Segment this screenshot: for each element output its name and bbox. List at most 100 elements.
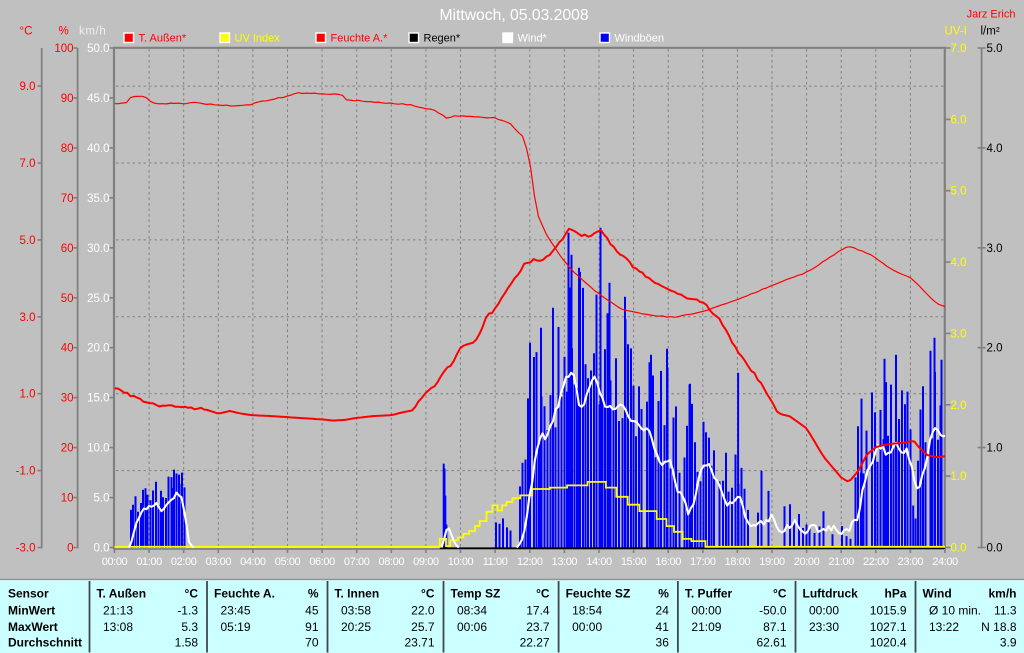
svg-text:14:00: 14:00 bbox=[586, 556, 612, 568]
svg-text:21:09: 21:09 bbox=[691, 620, 721, 634]
svg-text:°C: °C bbox=[773, 587, 787, 601]
svg-text:Durchschnitt: Durchschnitt bbox=[8, 636, 82, 650]
svg-text:41: 41 bbox=[656, 620, 670, 634]
svg-text:1.0: 1.0 bbox=[20, 389, 36, 401]
svg-text:°C: °C bbox=[536, 587, 550, 601]
svg-text:36: 36 bbox=[656, 636, 670, 650]
svg-text:35.0: 35.0 bbox=[87, 193, 109, 205]
svg-text:24:00: 24:00 bbox=[932, 556, 958, 568]
svg-text:5.0: 5.0 bbox=[94, 493, 110, 505]
svg-text:Feuchte A.: Feuchte A. bbox=[214, 587, 275, 601]
svg-text:Wind*: Wind* bbox=[518, 33, 548, 45]
svg-text:0.0: 0.0 bbox=[987, 543, 1003, 555]
svg-text:Jarz Erich: Jarz Erich bbox=[967, 9, 1016, 21]
svg-text:N 18.8: N 18.8 bbox=[981, 620, 1017, 634]
svg-text:03:58: 03:58 bbox=[341, 604, 371, 618]
svg-text:UV Index: UV Index bbox=[235, 33, 281, 45]
svg-text:24: 24 bbox=[656, 604, 670, 618]
svg-text:2.0: 2.0 bbox=[951, 400, 967, 412]
svg-text:17.4: 17.4 bbox=[526, 604, 550, 618]
svg-text:23.7: 23.7 bbox=[526, 620, 550, 634]
svg-text:13:08: 13:08 bbox=[103, 620, 133, 634]
svg-text:Wind: Wind bbox=[923, 587, 952, 601]
svg-text:Regen*: Regen* bbox=[424, 33, 461, 45]
svg-text:100: 100 bbox=[54, 43, 73, 55]
svg-text:17:00: 17:00 bbox=[690, 556, 716, 568]
svg-text:20: 20 bbox=[61, 443, 74, 455]
svg-text:1.0: 1.0 bbox=[987, 443, 1003, 455]
svg-text:-1.0: -1.0 bbox=[16, 466, 36, 478]
svg-text:%: % bbox=[59, 26, 69, 38]
svg-text:40: 40 bbox=[61, 343, 74, 355]
svg-text:10.0: 10.0 bbox=[87, 443, 109, 455]
svg-text:30.0: 30.0 bbox=[87, 243, 109, 255]
svg-text:km/h: km/h bbox=[988, 587, 1016, 601]
svg-text:Windböen: Windböen bbox=[615, 33, 665, 45]
svg-text:-3.0: -3.0 bbox=[16, 543, 36, 555]
svg-text:5.3: 5.3 bbox=[181, 620, 198, 634]
svg-text:7.0: 7.0 bbox=[20, 158, 36, 170]
svg-text:Feuchte A.*: Feuchte A.* bbox=[331, 33, 389, 45]
svg-text:5.0: 5.0 bbox=[951, 186, 967, 198]
svg-text:23.71: 23.71 bbox=[404, 636, 434, 650]
svg-text:21:00: 21:00 bbox=[828, 556, 854, 568]
svg-text:00:00: 00:00 bbox=[809, 604, 839, 618]
svg-text:MinWert: MinWert bbox=[8, 604, 55, 618]
svg-text:30: 30 bbox=[61, 393, 74, 405]
svg-text:45: 45 bbox=[305, 604, 319, 618]
svg-text:23:00: 23:00 bbox=[898, 556, 924, 568]
svg-text:-50.0: -50.0 bbox=[759, 604, 787, 618]
svg-text:60: 60 bbox=[61, 243, 74, 255]
svg-text:00:06: 00:06 bbox=[457, 620, 487, 634]
svg-text:50.0: 50.0 bbox=[87, 43, 109, 55]
svg-text:18:00: 18:00 bbox=[725, 556, 751, 568]
svg-text:Ø 10 min.: Ø 10 min. bbox=[929, 604, 981, 618]
svg-text:13:00: 13:00 bbox=[552, 556, 578, 568]
svg-text:10: 10 bbox=[61, 493, 74, 505]
svg-text:45.0: 45.0 bbox=[87, 93, 109, 105]
svg-text:20:00: 20:00 bbox=[794, 556, 820, 568]
svg-text:25.7: 25.7 bbox=[411, 620, 435, 634]
svg-text:15.0: 15.0 bbox=[87, 393, 109, 405]
svg-text:5.0: 5.0 bbox=[987, 43, 1003, 55]
svg-text:3.9: 3.9 bbox=[1000, 636, 1017, 650]
svg-text:1027.1: 1027.1 bbox=[870, 620, 907, 634]
svg-text:Luftdruck: Luftdruck bbox=[803, 587, 859, 601]
svg-text:1015.9: 1015.9 bbox=[870, 604, 907, 618]
svg-text:80: 80 bbox=[61, 143, 74, 155]
svg-text:km/h: km/h bbox=[79, 26, 106, 38]
svg-text:11:00: 11:00 bbox=[483, 556, 508, 568]
svg-text:25.0: 25.0 bbox=[87, 293, 109, 305]
svg-text:22.0: 22.0 bbox=[411, 604, 435, 618]
svg-text:0: 0 bbox=[67, 543, 73, 555]
svg-text:11.3: 11.3 bbox=[994, 604, 1017, 618]
svg-text:07:00: 07:00 bbox=[344, 556, 370, 568]
svg-text:10:00: 10:00 bbox=[448, 556, 474, 568]
svg-text:20.0: 20.0 bbox=[87, 343, 109, 355]
svg-text:1020.4: 1020.4 bbox=[870, 636, 907, 650]
svg-text:UV-I: UV-I bbox=[945, 26, 967, 38]
svg-text:°C: °C bbox=[185, 587, 199, 601]
svg-text:90: 90 bbox=[61, 93, 74, 105]
svg-text:40.0: 40.0 bbox=[87, 143, 109, 155]
svg-text:23:45: 23:45 bbox=[221, 604, 251, 618]
svg-text:T. Puffer: T. Puffer bbox=[685, 587, 733, 601]
svg-text:hPa: hPa bbox=[884, 587, 906, 601]
svg-text:91: 91 bbox=[305, 620, 319, 634]
svg-text:20:25: 20:25 bbox=[341, 620, 371, 634]
svg-text:T. Außen: T. Außen bbox=[97, 587, 147, 601]
svg-text:08:34: 08:34 bbox=[457, 604, 487, 618]
svg-text:05:00: 05:00 bbox=[275, 556, 301, 568]
svg-text:-1.3: -1.3 bbox=[177, 604, 198, 618]
svg-text:9.0: 9.0 bbox=[20, 81, 36, 93]
svg-text:°C: °C bbox=[421, 587, 435, 601]
svg-text:Mittwoch, 05.03.2008: Mittwoch, 05.03.2008 bbox=[439, 7, 588, 24]
svg-text:0.0: 0.0 bbox=[951, 543, 967, 555]
svg-text:6.0: 6.0 bbox=[951, 114, 967, 126]
svg-text:7.0: 7.0 bbox=[951, 43, 967, 55]
svg-text:70: 70 bbox=[305, 636, 319, 650]
svg-text:19:00: 19:00 bbox=[759, 556, 785, 568]
svg-text:00:00: 00:00 bbox=[691, 604, 721, 618]
svg-text:00:00: 00:00 bbox=[102, 556, 128, 568]
svg-text:22:00: 22:00 bbox=[863, 556, 889, 568]
